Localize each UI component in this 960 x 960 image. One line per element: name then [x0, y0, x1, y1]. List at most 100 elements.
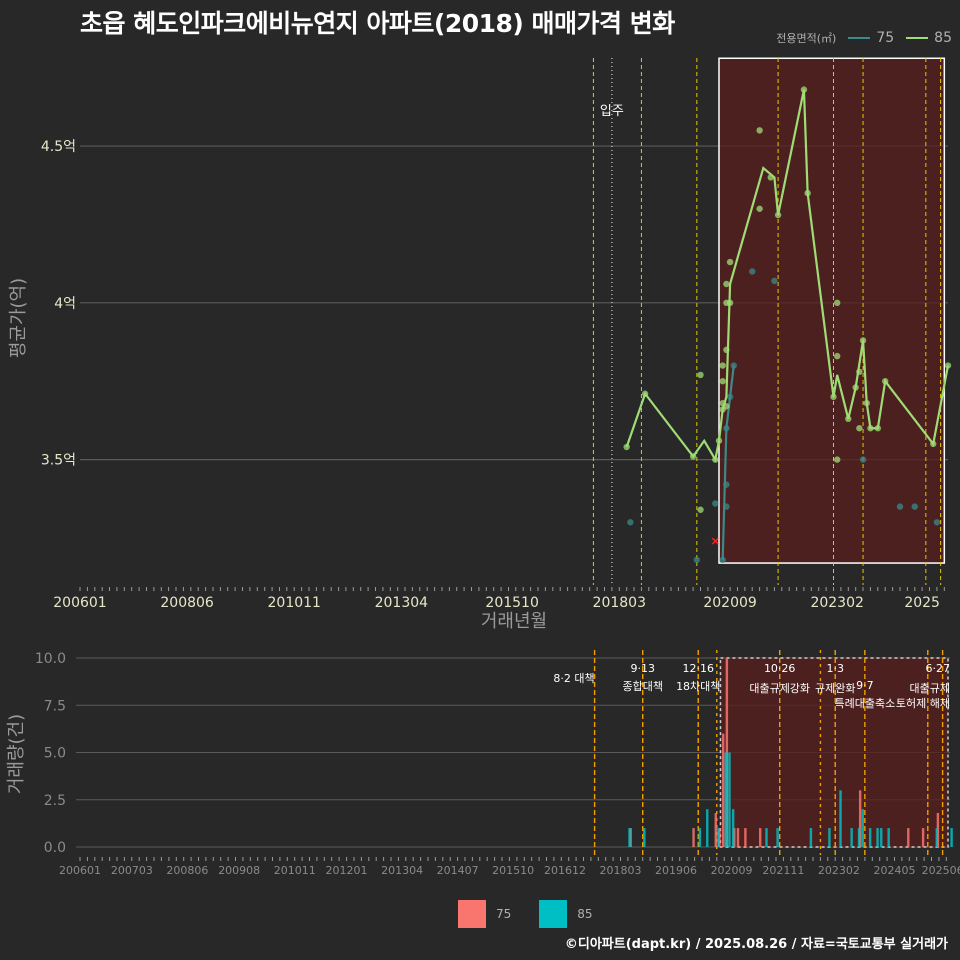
top-y-tick-label: 3.5억 [41, 453, 76, 469]
top-x-tick-label: 201510 [485, 595, 538, 611]
series-point-85 [863, 399, 870, 407]
policy-label-text: 대출규제강화 [749, 682, 810, 695]
volume-bar-85 [876, 828, 879, 847]
top-x-tick-label: 201011 [268, 595, 321, 611]
series-point-85 [767, 174, 774, 181]
series-point-85 [859, 337, 867, 344]
series-point-75 [726, 393, 734, 401]
top-x-tick-label: 202009 [703, 595, 756, 611]
series-point-85 [756, 205, 763, 212]
volume-bar-75 [758, 828, 762, 847]
volume-bar-85 [887, 828, 890, 847]
series-line-75 [721, 365, 735, 560]
series-point-85 [856, 425, 863, 432]
series-point-85 [852, 384, 859, 391]
series-point-75 [712, 500, 719, 507]
legend-key-75 [848, 37, 871, 39]
volume-bar-85 [728, 752, 731, 847]
volume-bar-75 [907, 828, 910, 847]
volume-bar-85 [706, 809, 709, 847]
series-point-75 [693, 556, 701, 564]
volume-bar-85 [950, 828, 953, 847]
series-point-75 [723, 481, 730, 488]
top-movein-label: 입주 [600, 104, 624, 119]
series-point-75 [911, 503, 918, 510]
volume-bar-75 [692, 828, 695, 847]
series-point-75 [627, 519, 634, 526]
bottom-y-tick-label: 5.0 [44, 746, 66, 762]
top-highlight-box [718, 57, 946, 564]
bottom-x-tick-label: 200908 [218, 864, 260, 877]
volume-bar-75 [858, 790, 862, 847]
top-legend: 전용면적(㎡) 75 85 [776, 30, 952, 46]
bottom-x-tick-label: 201510 [492, 864, 534, 877]
series-point-85 [804, 189, 811, 197]
policy-label-text: 규제완화 [815, 682, 855, 695]
series-point-85 [689, 453, 697, 460]
volume-bar-85 [857, 828, 861, 847]
top-x-axis-title: 거래년월 [481, 611, 547, 632]
series-point-85 [641, 390, 649, 397]
series-point-85 [930, 440, 937, 448]
top-x-tick-label: 202302 [810, 595, 863, 611]
series-point-85 [719, 362, 726, 369]
bottom-x-tick-label: 200806 [166, 864, 208, 877]
series-point-85 [856, 368, 863, 375]
policy-label-date: 9·13 [630, 662, 655, 675]
bottom-x-tick-label: 200703 [111, 864, 153, 877]
legend-label-75: 75 [876, 30, 895, 46]
policy-label-date: 9·7 [856, 679, 874, 692]
chart-title: 초읍 혜도인파크에비뉴연지 아파트(2018) 매매가격 변화 [80, 9, 675, 38]
bottom-x-tick-label: 201612 [544, 864, 586, 877]
series-point-85 [774, 211, 782, 219]
series-point-85 [833, 299, 841, 307]
anomaly-marker [711, 537, 719, 545]
policy-label-text: 토허제 해제 [896, 696, 950, 710]
series-point-75 [723, 425, 730, 432]
series-point-85 [830, 393, 837, 401]
policy-label-date: 6·27 [926, 662, 951, 675]
legend-label-85: 85 [934, 30, 952, 46]
series-point-75 [730, 362, 737, 369]
top-y-tick-label: 4억 [54, 296, 76, 312]
series-point-85 [726, 299, 734, 307]
volume-bar-85 [839, 790, 842, 847]
bottom-y-tick-label: 2.5 [44, 793, 66, 809]
bottom-y-tick-label: 10.0 [35, 651, 66, 667]
series-point-85 [697, 371, 704, 379]
bottom-x-tick-label: 202302 [818, 864, 860, 877]
volume-bar-85 [935, 828, 938, 847]
series-point-85 [867, 425, 874, 432]
top-x-tick-label: 2025 [904, 595, 940, 611]
volume-bar-85 [724, 752, 727, 847]
volume-bar-85 [717, 828, 720, 847]
series-point-85 [723, 403, 730, 410]
policy-label-text: 종합대책 [622, 680, 662, 693]
policy-label-text: 대출규제 [910, 682, 950, 695]
series-point-75 [933, 519, 941, 526]
series-point-85 [712, 456, 719, 463]
legend-swatch-85 [539, 900, 568, 928]
bottom-x-tick-label: 202405 [873, 864, 915, 877]
top-x-tick-label: 200601 [53, 595, 106, 611]
volume-bar-85 [868, 828, 872, 847]
volume-bar-75 [744, 828, 747, 847]
policy-label-text: 18차대책 [676, 680, 720, 693]
volume-bar-75 [736, 828, 740, 847]
bottom-x-tick-label: 201407 [437, 864, 479, 877]
credit-text: ©디아파트(dapt.kr) / 2025.08.26 / 자료=국토교통부 실… [564, 937, 948, 952]
series-point-85 [715, 437, 723, 444]
bottom-y-tick-label: 7.5 [44, 698, 66, 714]
top-x-tick-label: 201304 [375, 595, 429, 611]
bottom-x-minor-ticks [79, 857, 947, 861]
volume-bar-85 [809, 828, 813, 847]
volume-bar-85 [880, 828, 883, 847]
series-point-85 [723, 346, 730, 354]
policy-label-text: 8·2 대책 [553, 672, 594, 685]
bottom-y-tick-label: 0.0 [44, 840, 66, 856]
volume-bar-75 [921, 828, 925, 847]
top-x-minor-ticks [79, 587, 945, 591]
series-point-75 [749, 268, 756, 275]
series-point-85 [800, 86, 808, 93]
